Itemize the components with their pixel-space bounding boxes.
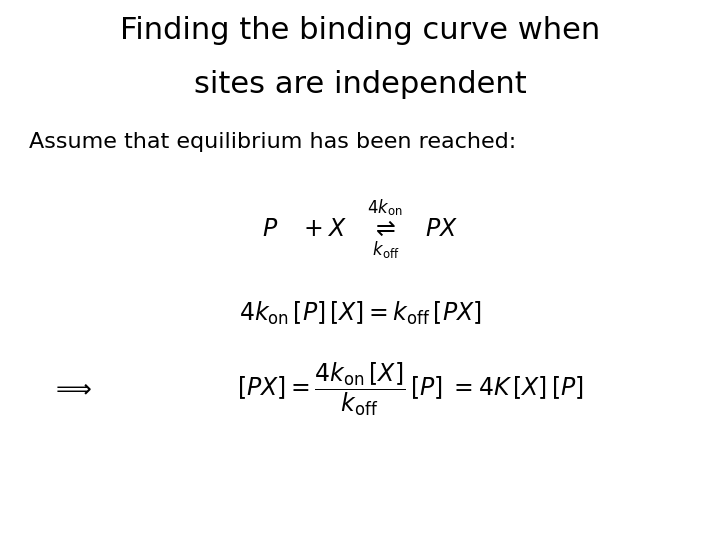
- Text: $4k_{\mathrm{on}}\,[P]\,[X] = k_{\mathrm{off}}\,[PX]$: $4k_{\mathrm{on}}\,[P]\,[X] = k_{\mathrm…: [238, 300, 482, 327]
- Text: $[PX] = \dfrac{4k_{\mathrm{on}}\,[X]}{k_{\mathrm{off}}}\,[P] \;= 4K\,[X]\,[P]$: $[PX] = \dfrac{4k_{\mathrm{on}}\,[X]}{k_…: [237, 360, 584, 417]
- Text: sites are independent: sites are independent: [194, 70, 526, 99]
- Text: Assume that equilibrium has been reached:: Assume that equilibrium has been reached…: [29, 132, 516, 152]
- Text: $P \quad + X \quad \underset{k_{\mathrm{off}}}{\overset{4k_{\mathrm{on}}}{\right: $P \quad + X \quad \underset{k_{\mathrm{…: [262, 197, 458, 261]
- Text: Finding the binding curve when: Finding the binding curve when: [120, 16, 600, 45]
- Text: $\Longrightarrow$: $\Longrightarrow$: [51, 377, 93, 401]
